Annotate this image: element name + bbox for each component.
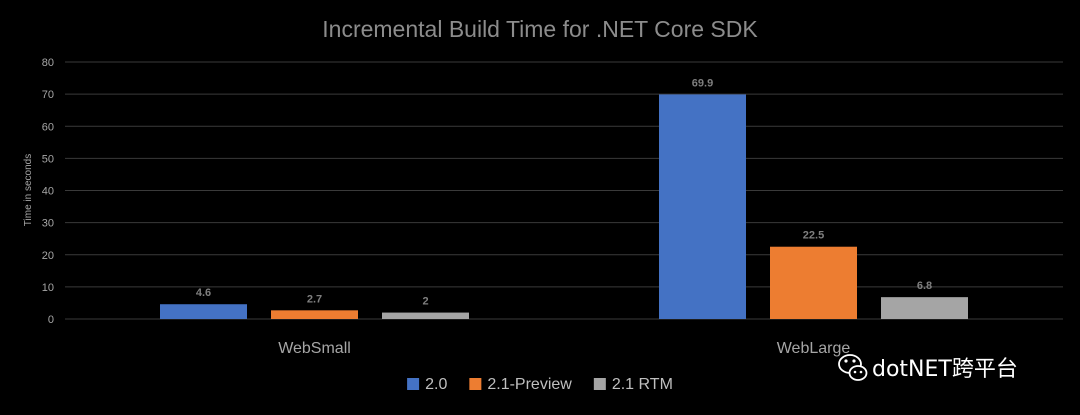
- watermark-text: dotNET跨平台: [872, 357, 1018, 382]
- legend-label: 2.1 RTM: [612, 376, 673, 393]
- y-tick-label: 60: [42, 121, 54, 133]
- data-label: 2: [422, 296, 428, 308]
- bars: [160, 94, 968, 319]
- legend: 2.0 2.1-Preview 2.1 RTM: [407, 376, 673, 393]
- y-tick-label: 30: [42, 218, 54, 230]
- y-tick-label: 0: [48, 314, 54, 326]
- legend-label: 2.1-Preview: [487, 376, 572, 393]
- y-tick-label: 40: [42, 186, 54, 198]
- bar: [881, 297, 968, 319]
- legend-swatch: [593, 378, 606, 390]
- legend-item: 2.0: [407, 376, 447, 393]
- data-label: 69.9: [692, 77, 713, 89]
- bar: [382, 312, 469, 319]
- watermark: dotNET跨平台: [838, 354, 1018, 382]
- y-tick-label: 20: [42, 250, 54, 262]
- y-tick-label: 70: [42, 89, 54, 101]
- bar: [659, 94, 746, 319]
- chart-title: Incremental Build Time for .NET Core SDK: [322, 16, 758, 42]
- y-tick-label: 10: [42, 282, 54, 294]
- legend-item: 2.1 RTM: [593, 376, 673, 393]
- gridlines: [65, 61, 1063, 320]
- data-label: 4.6: [196, 287, 211, 299]
- category-label: WebLarge: [777, 340, 851, 357]
- wechat-icon: [838, 354, 868, 381]
- legend-swatch: [407, 378, 420, 390]
- legend-item: 2.1-Preview: [469, 376, 572, 393]
- category-label: WebSmall: [278, 340, 351, 357]
- x-axis-categories: WebSmall WebLarge: [278, 340, 850, 357]
- data-label: 22.5: [803, 230, 824, 242]
- data-label: 6.8: [917, 280, 932, 292]
- y-tick-label: 50: [42, 153, 54, 165]
- data-labels: 4.6 2.7 2 69.9 22.5 6.8: [196, 77, 932, 307]
- legend-label: 2.0: [425, 376, 447, 393]
- bar: [160, 304, 247, 319]
- data-label: 2.7: [307, 293, 322, 305]
- y-axis-ticks: 0 10 20 30 40 50 60 70 80: [42, 57, 54, 326]
- legend-swatch: [469, 378, 482, 390]
- bar: [271, 310, 358, 319]
- bar: [770, 246, 857, 319]
- y-axis-label: Time in seconds: [23, 154, 34, 226]
- y-tick-label: 80: [42, 57, 54, 69]
